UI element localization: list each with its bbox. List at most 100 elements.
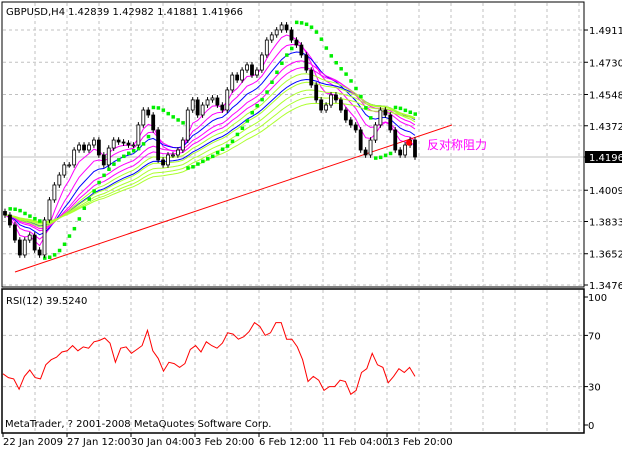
main-grid (3, 3, 584, 286)
sar-dot (215, 150, 220, 155)
candle-body (240, 69, 245, 81)
candle-body (57, 174, 62, 186)
candle-body (146, 109, 151, 116)
sar-dot (161, 108, 166, 112)
sar-dot (408, 110, 413, 115)
price-tick-label: 1.40095 (589, 186, 622, 197)
candle-body (378, 109, 383, 126)
sar-dot (77, 217, 82, 221)
candle-body (185, 109, 190, 141)
candle-body (62, 164, 67, 176)
moving-average-line (4, 81, 416, 226)
sar-dot (388, 151, 393, 156)
sar-dot (102, 173, 106, 178)
sar-dot (280, 61, 284, 66)
candle-body (225, 89, 230, 111)
price-tick-label: 1.36520 (589, 250, 622, 261)
candle-body (200, 104, 205, 116)
candle-body (319, 99, 324, 111)
candle-body (106, 147, 111, 166)
candle-body (205, 99, 210, 106)
ohlc-readout: 1.42839 1.42982 1.41881 1.41966 (68, 7, 243, 18)
candle-body (289, 29, 294, 41)
sar-dot (8, 207, 12, 211)
candle-body (8, 214, 12, 226)
sar-dot (72, 226, 77, 231)
sar-dot (13, 207, 17, 211)
candle-body (329, 94, 333, 106)
candle-body (383, 109, 388, 116)
sar-dot (112, 162, 116, 166)
candle-body (343, 109, 348, 121)
candle-body (255, 69, 259, 76)
candle-body (393, 129, 398, 151)
sar-dot (240, 126, 245, 130)
candle-body (348, 119, 353, 126)
candle-body (17, 239, 22, 256)
sar-dot (47, 255, 52, 260)
sar-dot (28, 214, 32, 218)
sar-dot (92, 189, 96, 193)
candle-body (235, 74, 240, 81)
time-tick-label: 27 Jan 12:00 (67, 437, 130, 448)
candle-body (279, 24, 284, 31)
candle-body (3, 211, 7, 216)
candle-body (309, 69, 314, 86)
sar-dot (378, 155, 383, 160)
candle-body (121, 141, 126, 144)
price-tick-label: 1.47300 (589, 58, 622, 69)
sar-dot (52, 253, 57, 257)
sar-dot (290, 46, 294, 51)
candle-body (274, 29, 279, 36)
sar-dot (156, 106, 161, 110)
candle-body (215, 97, 220, 106)
sar-dot (309, 25, 314, 29)
sar-dot (191, 165, 195, 169)
candle-body (299, 44, 304, 56)
sar-dot (206, 157, 210, 161)
moving-average-line (4, 89, 416, 225)
candle-body (220, 104, 225, 111)
sar-dot (324, 46, 329, 50)
candle-body (27, 234, 32, 241)
sar-dot (146, 134, 151, 139)
candle-body (141, 109, 146, 126)
trendline[interactable] (14, 124, 453, 273)
candle-body (180, 139, 185, 151)
sar-dot (383, 153, 388, 158)
moving-average-line (4, 73, 416, 228)
rsi-pane-border (1, 288, 585, 434)
sar-dot (62, 242, 67, 247)
sar-dot (225, 144, 230, 148)
sar-dot (250, 110, 254, 115)
sar-dot (117, 158, 121, 162)
sar-dot (201, 159, 205, 164)
time-axis: 22 Jan 2009 27 Jan 12:00 30 Jan 04:00 3 Feb… (2, 433, 453, 448)
moving-average-line (4, 96, 416, 224)
sar-dot (43, 256, 47, 260)
moving-average-line (4, 43, 416, 240)
candle-body (92, 139, 96, 146)
candle-body (72, 149, 77, 166)
sar-dot (413, 112, 417, 116)
candle-body (175, 149, 180, 156)
sar-dot (319, 37, 324, 41)
candle-body (116, 139, 121, 143)
time-tick-label: 13 Feb 20:00 (387, 437, 453, 448)
candle-body (136, 124, 141, 146)
sar-dot (260, 97, 264, 102)
candle-body (259, 54, 264, 71)
sar-dot (275, 70, 279, 74)
sar-dot (18, 208, 22, 213)
chart-annotation: 反对称阻力 (427, 138, 487, 152)
candle-body (403, 144, 408, 156)
sar-dot (393, 105, 398, 110)
sar-dot (304, 22, 309, 27)
candle-body (96, 139, 101, 156)
sar-dot (398, 106, 403, 111)
price-axis: 1.49115 1.47300 1.45485 1.43725 1.41966 1.400… (584, 26, 622, 292)
sar-dot (33, 216, 37, 221)
candle-body (388, 114, 393, 131)
sar-dot (344, 72, 348, 76)
